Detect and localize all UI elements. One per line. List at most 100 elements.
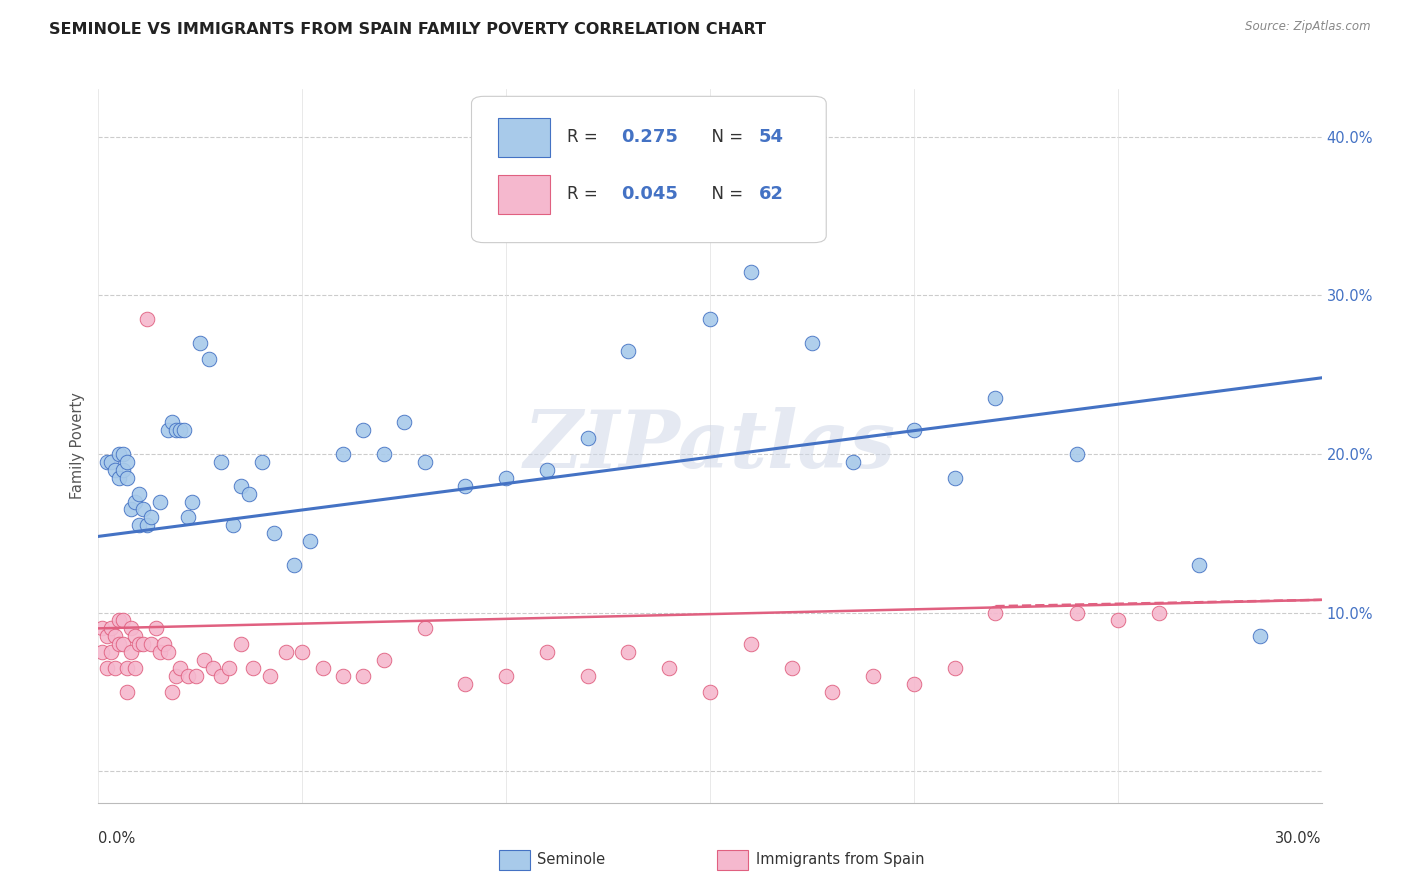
Point bbox=[136, 312, 159, 326]
Point bbox=[392, 415, 416, 429]
Text: SEMINOLE VS IMMIGRANTS FROM SPAIN FAMILY POVERTY CORRELATION CHART: SEMINOLE VS IMMIGRANTS FROM SPAIN FAMILY… bbox=[49, 22, 766, 37]
Point bbox=[149, 645, 172, 659]
Point bbox=[111, 463, 134, 477]
Point bbox=[801, 335, 824, 350]
Point bbox=[104, 463, 127, 477]
FancyBboxPatch shape bbox=[471, 96, 827, 243]
Point bbox=[373, 447, 395, 461]
Point bbox=[156, 645, 179, 659]
Point bbox=[115, 471, 138, 485]
Point bbox=[108, 471, 131, 485]
Point bbox=[128, 637, 150, 651]
Point bbox=[862, 669, 884, 683]
Point bbox=[160, 415, 183, 429]
Point bbox=[111, 637, 134, 651]
Point bbox=[274, 645, 297, 659]
Point bbox=[413, 621, 436, 635]
Point bbox=[128, 518, 150, 533]
Point bbox=[188, 335, 212, 350]
Point bbox=[943, 471, 966, 485]
Point bbox=[1188, 558, 1211, 572]
Point bbox=[177, 669, 200, 683]
Point bbox=[115, 685, 138, 699]
Point bbox=[152, 637, 174, 651]
Point bbox=[780, 661, 803, 675]
Point bbox=[943, 661, 966, 675]
Point bbox=[177, 510, 200, 524]
Point bbox=[699, 312, 721, 326]
Point bbox=[454, 478, 477, 492]
Point bbox=[312, 661, 335, 675]
Text: Seminole: Seminole bbox=[537, 853, 605, 867]
Point bbox=[373, 653, 395, 667]
Text: 54: 54 bbox=[759, 128, 785, 146]
Point bbox=[108, 614, 131, 628]
Point bbox=[115, 661, 138, 675]
Point bbox=[100, 645, 122, 659]
Point bbox=[108, 447, 131, 461]
Text: R =: R = bbox=[567, 186, 603, 203]
Point bbox=[299, 534, 322, 549]
Point bbox=[141, 510, 163, 524]
Text: R =: R = bbox=[567, 128, 603, 146]
Point bbox=[218, 661, 240, 675]
Point bbox=[1066, 606, 1088, 620]
Point bbox=[141, 637, 163, 651]
Point bbox=[149, 494, 172, 508]
Point bbox=[96, 455, 118, 469]
Point bbox=[231, 478, 253, 492]
Point bbox=[1249, 629, 1271, 643]
Point bbox=[136, 518, 159, 533]
Bar bbox=[498, 118, 550, 157]
Point bbox=[238, 486, 260, 500]
Text: 30.0%: 30.0% bbox=[1275, 831, 1322, 847]
Text: N =: N = bbox=[702, 128, 749, 146]
Point bbox=[413, 455, 436, 469]
Point bbox=[699, 685, 721, 699]
Point bbox=[1107, 614, 1129, 628]
Point bbox=[160, 685, 183, 699]
Point bbox=[617, 645, 640, 659]
Point bbox=[128, 486, 150, 500]
Point bbox=[222, 518, 245, 533]
Point bbox=[169, 423, 191, 437]
Text: 62: 62 bbox=[759, 186, 785, 203]
Point bbox=[100, 621, 122, 635]
Point bbox=[169, 661, 191, 675]
Point bbox=[617, 343, 640, 358]
Text: N =: N = bbox=[702, 186, 749, 203]
Point bbox=[231, 637, 253, 651]
Y-axis label: Family Poverty: Family Poverty bbox=[70, 392, 86, 500]
Point bbox=[132, 502, 155, 516]
Point bbox=[209, 455, 232, 469]
Point bbox=[165, 423, 187, 437]
Point bbox=[332, 669, 354, 683]
Point bbox=[658, 661, 681, 675]
Text: 0.0%: 0.0% bbox=[98, 831, 135, 847]
Point bbox=[165, 669, 187, 683]
Bar bbox=[498, 175, 550, 214]
Point bbox=[259, 669, 281, 683]
Point bbox=[242, 661, 264, 675]
Point bbox=[124, 661, 146, 675]
Point bbox=[197, 351, 219, 366]
Point bbox=[495, 669, 517, 683]
Point bbox=[1066, 447, 1088, 461]
Point bbox=[104, 661, 127, 675]
Text: 0.045: 0.045 bbox=[620, 186, 678, 203]
Point bbox=[352, 669, 374, 683]
Point bbox=[576, 431, 599, 445]
Point bbox=[536, 463, 558, 477]
Point bbox=[201, 661, 224, 675]
Point bbox=[104, 629, 127, 643]
Point bbox=[96, 661, 118, 675]
Point bbox=[124, 494, 146, 508]
Point bbox=[740, 637, 762, 651]
Point bbox=[120, 502, 142, 516]
Point bbox=[193, 653, 215, 667]
Point bbox=[841, 455, 863, 469]
Text: 0.275: 0.275 bbox=[620, 128, 678, 146]
Point bbox=[186, 669, 208, 683]
Point bbox=[984, 392, 1007, 406]
Point bbox=[209, 669, 232, 683]
